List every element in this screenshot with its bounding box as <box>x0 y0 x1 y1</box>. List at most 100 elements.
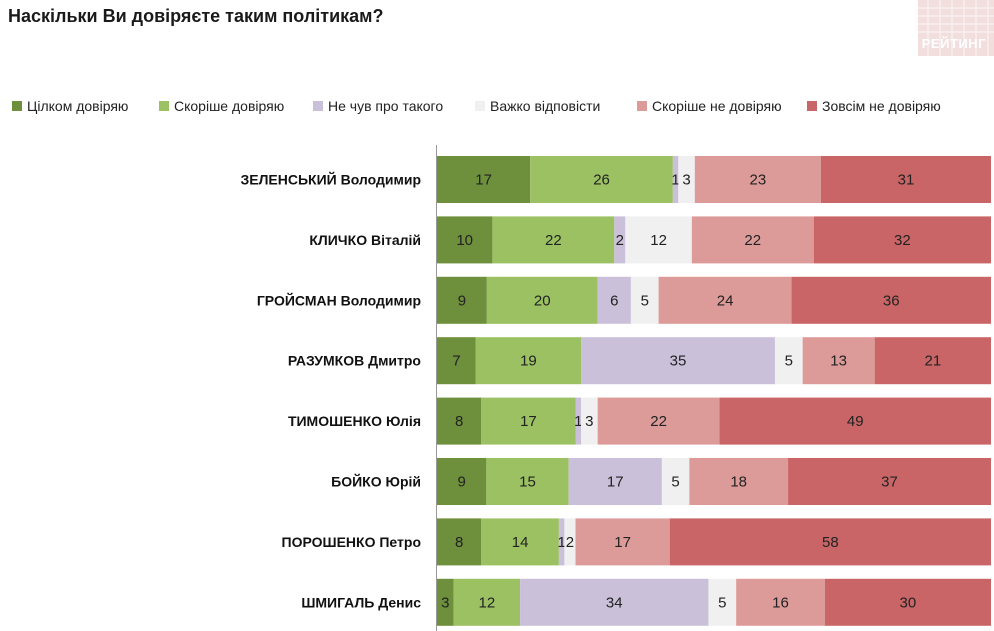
bar-segment <box>736 578 825 626</box>
bar-value-label: 20 <box>534 292 551 309</box>
bar-value-label: 19 <box>520 353 537 370</box>
bar-segment <box>708 578 737 626</box>
bar-value-label: 22 <box>650 413 667 430</box>
bar-value-label: 6 <box>610 292 618 309</box>
bar-value-label: 2 <box>566 534 574 551</box>
bar-value-label: 3 <box>682 172 690 189</box>
row-label: ТИМОШЕНКО Юлія <box>288 413 421 429</box>
row-label: КЛИЧКО Віталій <box>309 232 421 248</box>
bar-segment <box>719 397 991 445</box>
bar-value-label: 9 <box>458 474 466 491</box>
bar-value-label: 24 <box>717 292 734 309</box>
legend-swatch <box>807 101 817 111</box>
bar-segment <box>678 156 695 203</box>
bar-value-label: 3 <box>441 594 449 611</box>
bar-value-label: 17 <box>475 172 492 189</box>
bar-segment <box>824 578 991 626</box>
bar-row: КЛИЧКО Віталій 10 22 2 12 22 32 <box>309 216 991 264</box>
bar-segment <box>581 397 598 445</box>
bar-value-label: 16 <box>772 594 789 611</box>
bar-value-label: 2 <box>616 232 624 249</box>
bar-segment <box>564 518 576 566</box>
bar-segment <box>689 458 789 505</box>
bar-value-label: 32 <box>894 232 911 249</box>
chart-title: Наскільки Ви довіряєте таким політикам? <box>8 6 384 26</box>
bar-segment <box>530 156 673 203</box>
bar-value-label: 31 <box>898 172 915 189</box>
legend-swatch <box>313 101 323 111</box>
row-label: БОЙКО Юрій <box>331 473 421 490</box>
bar-segment <box>575 397 582 445</box>
bar-row: ГРОЙСМАН Володимир 9 20 6 5 24 36 <box>257 276 991 324</box>
bar-value-label: 3 <box>585 413 593 430</box>
bar-segment <box>520 578 709 626</box>
bar-value-label: 17 <box>520 413 537 430</box>
bar-value-label: 49 <box>847 413 864 430</box>
bar-row: ЗЕЛЕНСЬКИЙ Володимир 17 26 1 3 23 31 <box>240 156 991 203</box>
legend-label: Важко відповісти <box>490 98 600 114</box>
bar-segment <box>558 518 565 566</box>
bar-segment <box>661 458 690 505</box>
bar-value-label: 1 <box>671 172 679 189</box>
bar-segment <box>874 337 991 385</box>
bar-segment <box>820 156 991 203</box>
bar-segment <box>437 156 531 203</box>
bar-row: РАЗУМКОВ Дмитро 7 19 35 5 13 21 <box>288 337 991 385</box>
bar-segment <box>614 216 626 264</box>
bar-value-label: 58 <box>822 534 839 551</box>
row-label: ПОРОШЕНКО Петро <box>282 534 421 550</box>
legend: Цілком довіряю Скоріше довіряю Не чув про … <box>12 98 941 114</box>
bar-value-label: 14 <box>512 534 529 551</box>
bar-segment <box>437 578 454 626</box>
bar-segment <box>597 276 631 324</box>
bar-segment <box>694 156 821 203</box>
legend-swatch <box>637 101 647 111</box>
bar-value-label: 37 <box>881 474 898 491</box>
bar-segment <box>568 458 662 505</box>
bar-value-label: 18 <box>730 474 747 491</box>
bar-segment <box>481 518 559 566</box>
bar-segment <box>575 518 670 566</box>
bar-value-label: 17 <box>607 474 624 491</box>
bar-segment <box>774 337 803 385</box>
row-label: РАЗУМКОВ Дмитро <box>288 353 421 369</box>
bar-segment <box>691 216 814 264</box>
legend-label: Скоріше довіряю <box>174 98 284 114</box>
bar-segment <box>481 397 576 445</box>
bar-value-label: 22 <box>744 232 761 249</box>
logo-text: РЕЙТИНГ <box>921 36 986 51</box>
bar-segment <box>581 337 775 385</box>
bar-segment <box>788 458 991 505</box>
row-label: ШМИГАЛЬ Денис <box>301 594 421 610</box>
row-label: ГРОЙСМАН Володимир <box>257 291 421 308</box>
bar-value-label: 30 <box>900 594 917 611</box>
bar-segment <box>486 458 569 505</box>
bar-segment <box>802 337 875 385</box>
bar-value-label: 9 <box>458 292 466 309</box>
bar-segment <box>791 276 991 324</box>
bar-segment <box>437 337 476 385</box>
bar-value-label: 26 <box>593 172 610 189</box>
bar-value-label: 5 <box>671 474 679 491</box>
bar-value-label: 13 <box>830 353 847 370</box>
bar-segment <box>453 578 521 626</box>
legend-label: Цілком довіряю <box>27 98 128 114</box>
bar-value-label: 17 <box>614 534 631 551</box>
bar-segment <box>437 216 493 264</box>
bar-segment <box>813 216 991 264</box>
bar-value-label: 35 <box>670 353 687 370</box>
bar-value-label: 8 <box>455 413 463 430</box>
bar-segment <box>437 276 487 324</box>
bar-value-label: 12 <box>650 232 667 249</box>
bar-row: ШМИГАЛЬ Денис 3 12 34 5 16 30 <box>301 578 991 626</box>
legend-label: Зовсім не довіряю <box>822 98 941 114</box>
logo-pattern <box>918 0 994 56</box>
bar-row: ТИМОШЕНКО Юлія 8 17 1 3 22 49 <box>288 397 991 445</box>
bar-value-label: 10 <box>456 232 473 249</box>
bar-value-label: 22 <box>545 232 562 249</box>
bar-value-label: 12 <box>479 594 496 611</box>
bar-value-label: 1 <box>574 413 582 430</box>
rating-logo: РЕЙТИНГ <box>918 0 994 56</box>
